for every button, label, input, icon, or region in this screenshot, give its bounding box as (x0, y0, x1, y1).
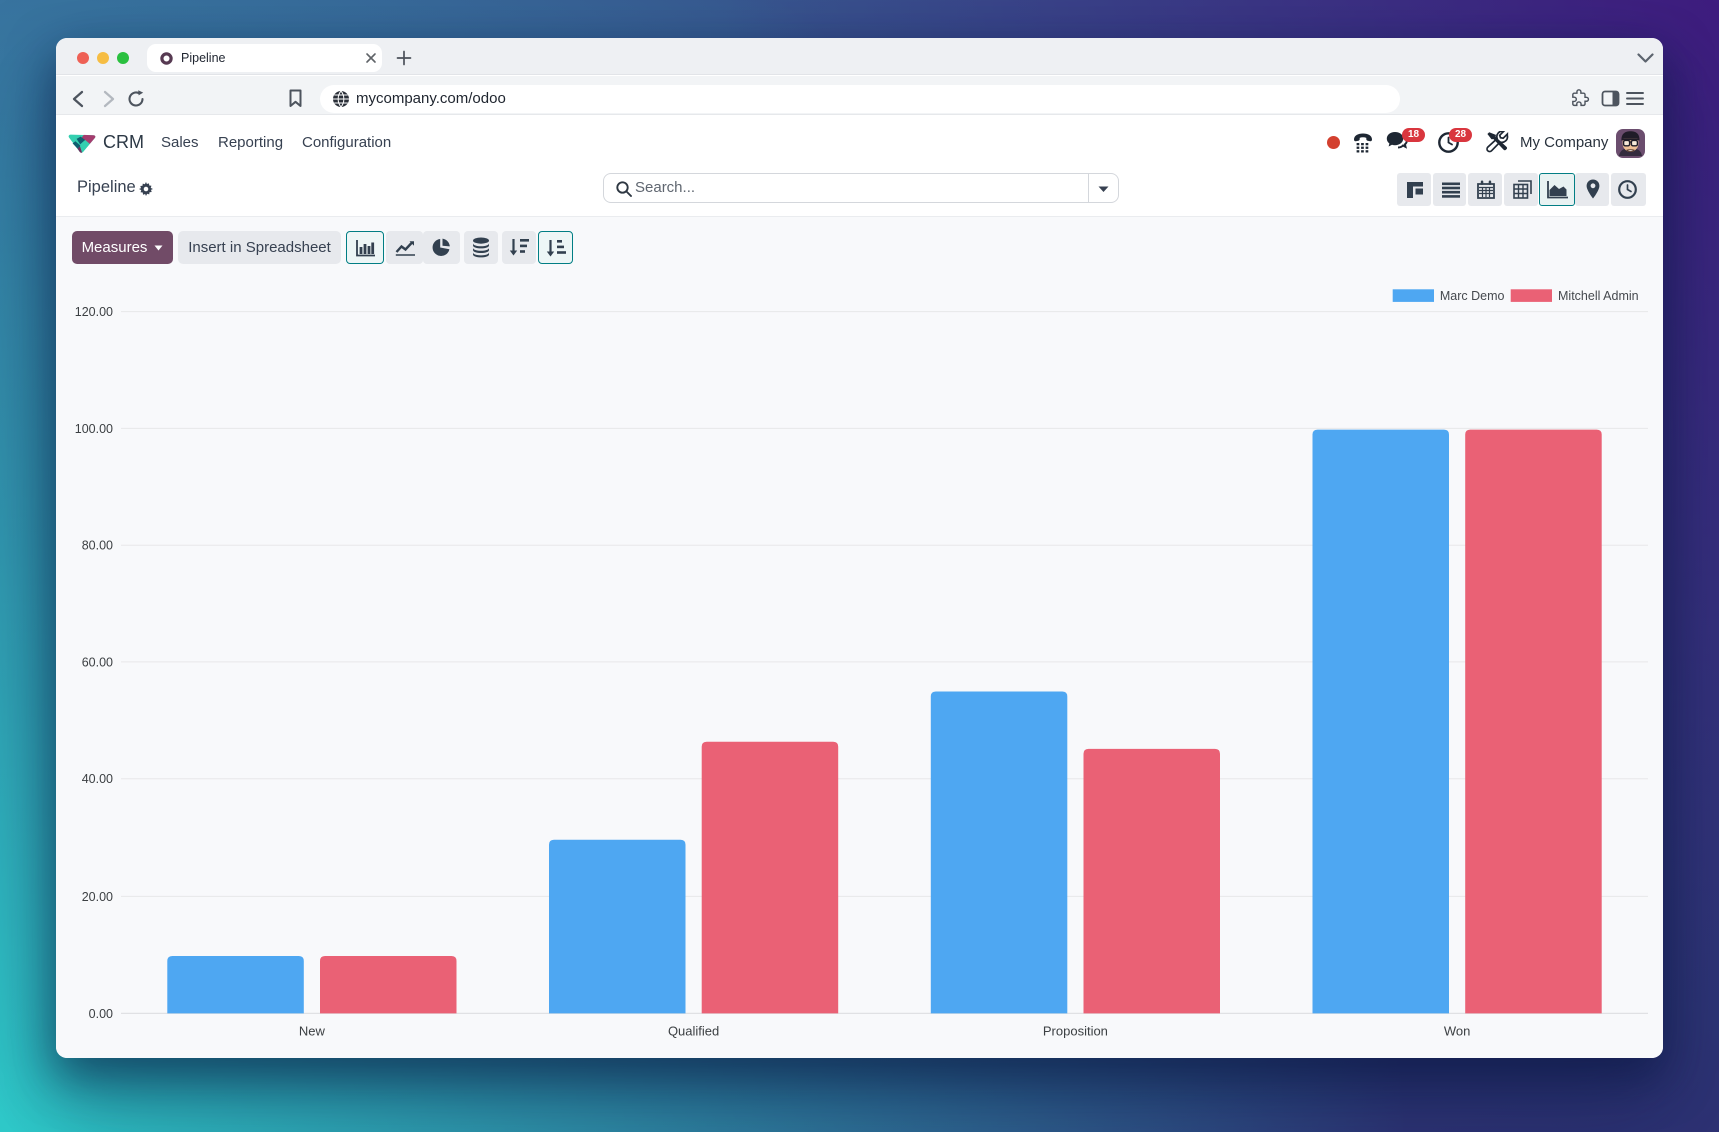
svg-text:0.00: 0.00 (89, 1007, 113, 1021)
svg-text:Marc Demo: Marc Demo (1440, 289, 1505, 303)
svg-text:60.00: 60.00 (82, 655, 113, 669)
svg-text:80.00: 80.00 (82, 539, 113, 553)
svg-text:New: New (299, 1024, 326, 1039)
svg-text:100.00: 100.00 (75, 422, 113, 436)
svg-text:Mitchell Admin: Mitchell Admin (1558, 289, 1639, 303)
svg-text:Qualified: Qualified (668, 1024, 719, 1039)
svg-text:Proposition: Proposition (1043, 1024, 1108, 1039)
svg-text:Won: Won (1444, 1024, 1471, 1039)
svg-text:20.00: 20.00 (82, 890, 113, 904)
svg-text:40.00: 40.00 (82, 772, 113, 786)
svg-text:120.00: 120.00 (75, 305, 113, 319)
